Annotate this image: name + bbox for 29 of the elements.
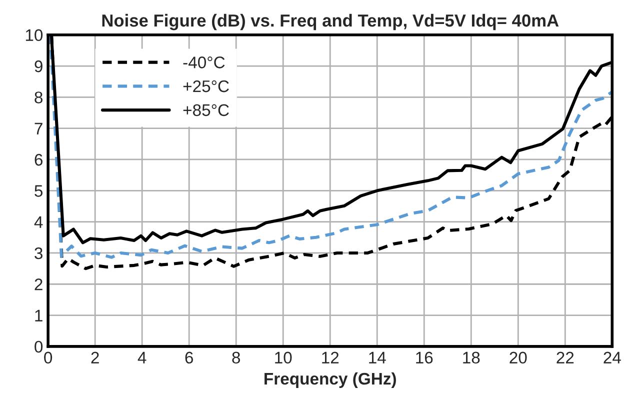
y-tick-label: 10 xyxy=(26,29,43,42)
x-tick-label: 22 xyxy=(556,352,574,364)
x-tick-label: 0 xyxy=(44,352,52,364)
y-tick-label: 6 xyxy=(34,154,42,166)
x-tick-label: 12 xyxy=(322,352,339,364)
y-tick-label: 2 xyxy=(34,278,42,290)
x-axis-title: Frequency (GHz) xyxy=(264,372,396,388)
y-tick-label: 5 xyxy=(34,185,43,197)
chart-title: Noise Figure (dB) vs. Freq and Temp, Vd=5V Idq= 40mA xyxy=(102,14,559,30)
y-tick-label: 1 xyxy=(35,310,42,322)
legend-label: -40°C xyxy=(183,56,225,68)
y-tick-label: 8 xyxy=(34,92,42,104)
y-tick-label: 3 xyxy=(34,247,42,260)
x-tick-label: 24 xyxy=(604,352,621,364)
y-tick-label: 9 xyxy=(34,60,42,72)
y-tick-label: 4 xyxy=(34,216,43,228)
x-tick-label: 10 xyxy=(275,352,292,364)
x-tick-label: 8 xyxy=(232,352,240,364)
x-tick-label: 2 xyxy=(91,352,99,364)
y-tick-label: 7 xyxy=(34,122,42,134)
x-tick-label: 4 xyxy=(138,352,146,364)
x-tick-label: 20 xyxy=(510,352,527,364)
x-tick-label: 14 xyxy=(369,352,386,364)
x-tick-label: 6 xyxy=(185,352,193,364)
legend-label: +85°C xyxy=(183,104,229,116)
legend-label: +25°C xyxy=(183,80,229,92)
y-tick-label: 0 xyxy=(34,340,43,353)
x-tick-label: 16 xyxy=(416,352,433,364)
x-tick-label: 18 xyxy=(463,352,480,364)
